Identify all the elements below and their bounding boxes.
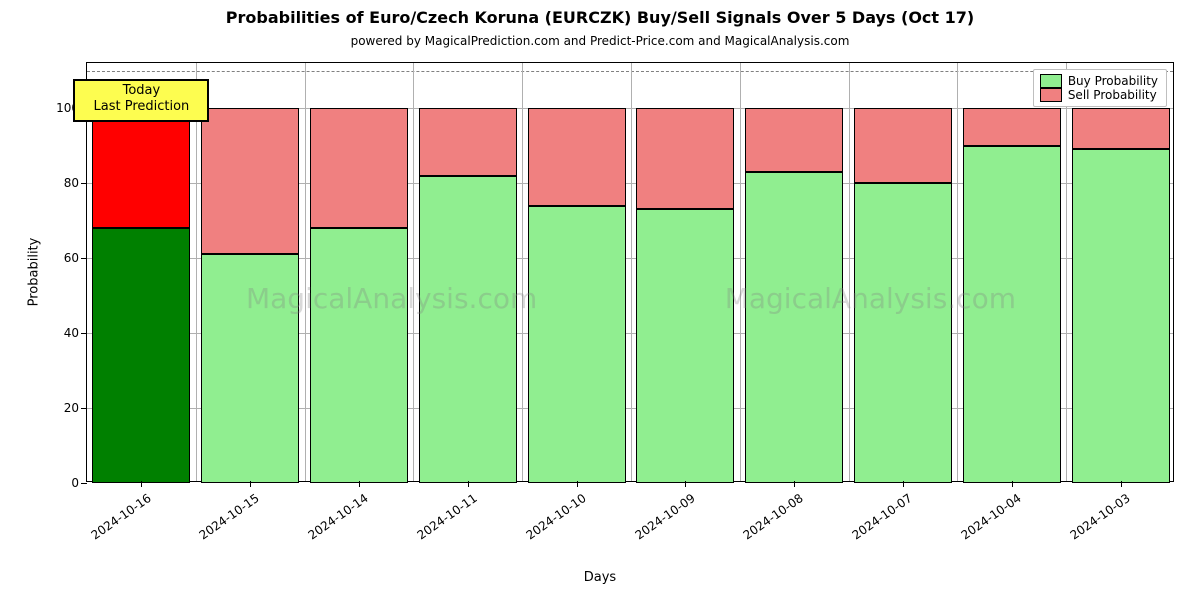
x-gridline [1066,63,1067,481]
x-tick [468,481,469,487]
x-gridline [631,63,632,481]
legend-swatch-buy [1040,74,1062,88]
x-tick [1121,481,1122,487]
x-tick [685,481,686,487]
chart-subtitle: powered by MagicalPrediction.com and Pre… [0,34,1200,48]
buy-bar [745,172,843,483]
x-gridline [522,63,523,481]
buy-bar [201,254,299,483]
plot-area: 0204060801002024-10-162024-10-152024-10-… [86,62,1174,482]
x-tick [577,481,578,487]
y-tick [81,333,87,334]
sell-bar [201,108,299,254]
x-tick [794,481,795,487]
sell-bar [1072,108,1170,149]
y-tick [81,183,87,184]
y-tick-label: 60 [64,251,79,265]
sell-bar [745,108,843,172]
y-tick [81,258,87,259]
buy-bar [963,146,1061,484]
x-tick-label: 2024-10-03 [1067,491,1132,542]
y-axis-label: Probability [27,238,42,307]
x-tick-label: 2024-10-08 [741,491,806,542]
buy-bar [854,183,952,483]
y-tick-label: 40 [64,326,79,340]
legend-label-buy: Buy Probability [1068,74,1158,88]
x-tick-label: 2024-10-15 [197,491,262,542]
x-tick-label: 2024-10-11 [415,491,480,542]
sell-bar [636,108,734,209]
sell-bar [963,108,1061,146]
y-tick [81,408,87,409]
x-gridline [849,63,850,481]
sell-bar [310,108,408,228]
legend-item-buy: Buy Probability [1040,74,1158,88]
x-gridline [305,63,306,481]
sell-bar [419,108,517,176]
x-gridline [957,63,958,481]
x-tick [1012,481,1013,487]
x-tick-label: 2024-10-04 [959,491,1024,542]
legend-item-sell: Sell Probability [1040,88,1158,102]
buy-bar [636,209,734,483]
x-gridline [413,63,414,481]
y-tick-label: 80 [64,176,79,190]
x-tick [903,481,904,487]
x-gridline [740,63,741,481]
buy-bar [419,176,517,484]
x-tick-label: 2024-10-10 [523,491,588,542]
buy-bar [528,206,626,484]
y-tick [81,483,87,484]
sell-bar [528,108,626,206]
x-tick [359,481,360,487]
figure: Probabilities of Euro/Czech Koruna (EURC… [0,0,1200,600]
legend-label-sell: Sell Probability [1068,88,1157,102]
buy-bar [1072,149,1170,483]
x-tick-label: 2024-10-16 [88,491,153,542]
x-axis-label: Days [0,570,1200,585]
today-annotation-line2: Last Prediction [75,99,207,115]
chart-title: Probabilities of Euro/Czech Koruna (EURC… [0,8,1200,27]
x-tick [250,481,251,487]
legend: Buy ProbabilitySell Probability [1033,69,1167,107]
buy-bar [92,228,190,483]
reference-line [87,71,1173,72]
today-annotation-line1: Today [75,83,207,99]
buy-bar [310,228,408,483]
x-gridline [196,63,197,481]
y-tick-label: 20 [64,401,79,415]
sell-bar [92,108,190,228]
x-tick-label: 2024-10-07 [850,491,915,542]
y-tick-label: 0 [71,476,79,490]
legend-swatch-sell [1040,88,1062,102]
x-tick-label: 2024-10-14 [306,491,371,542]
sell-bar [854,108,952,183]
x-tick [141,481,142,487]
today-annotation: TodayLast Prediction [73,79,209,122]
x-tick-label: 2024-10-09 [632,491,697,542]
